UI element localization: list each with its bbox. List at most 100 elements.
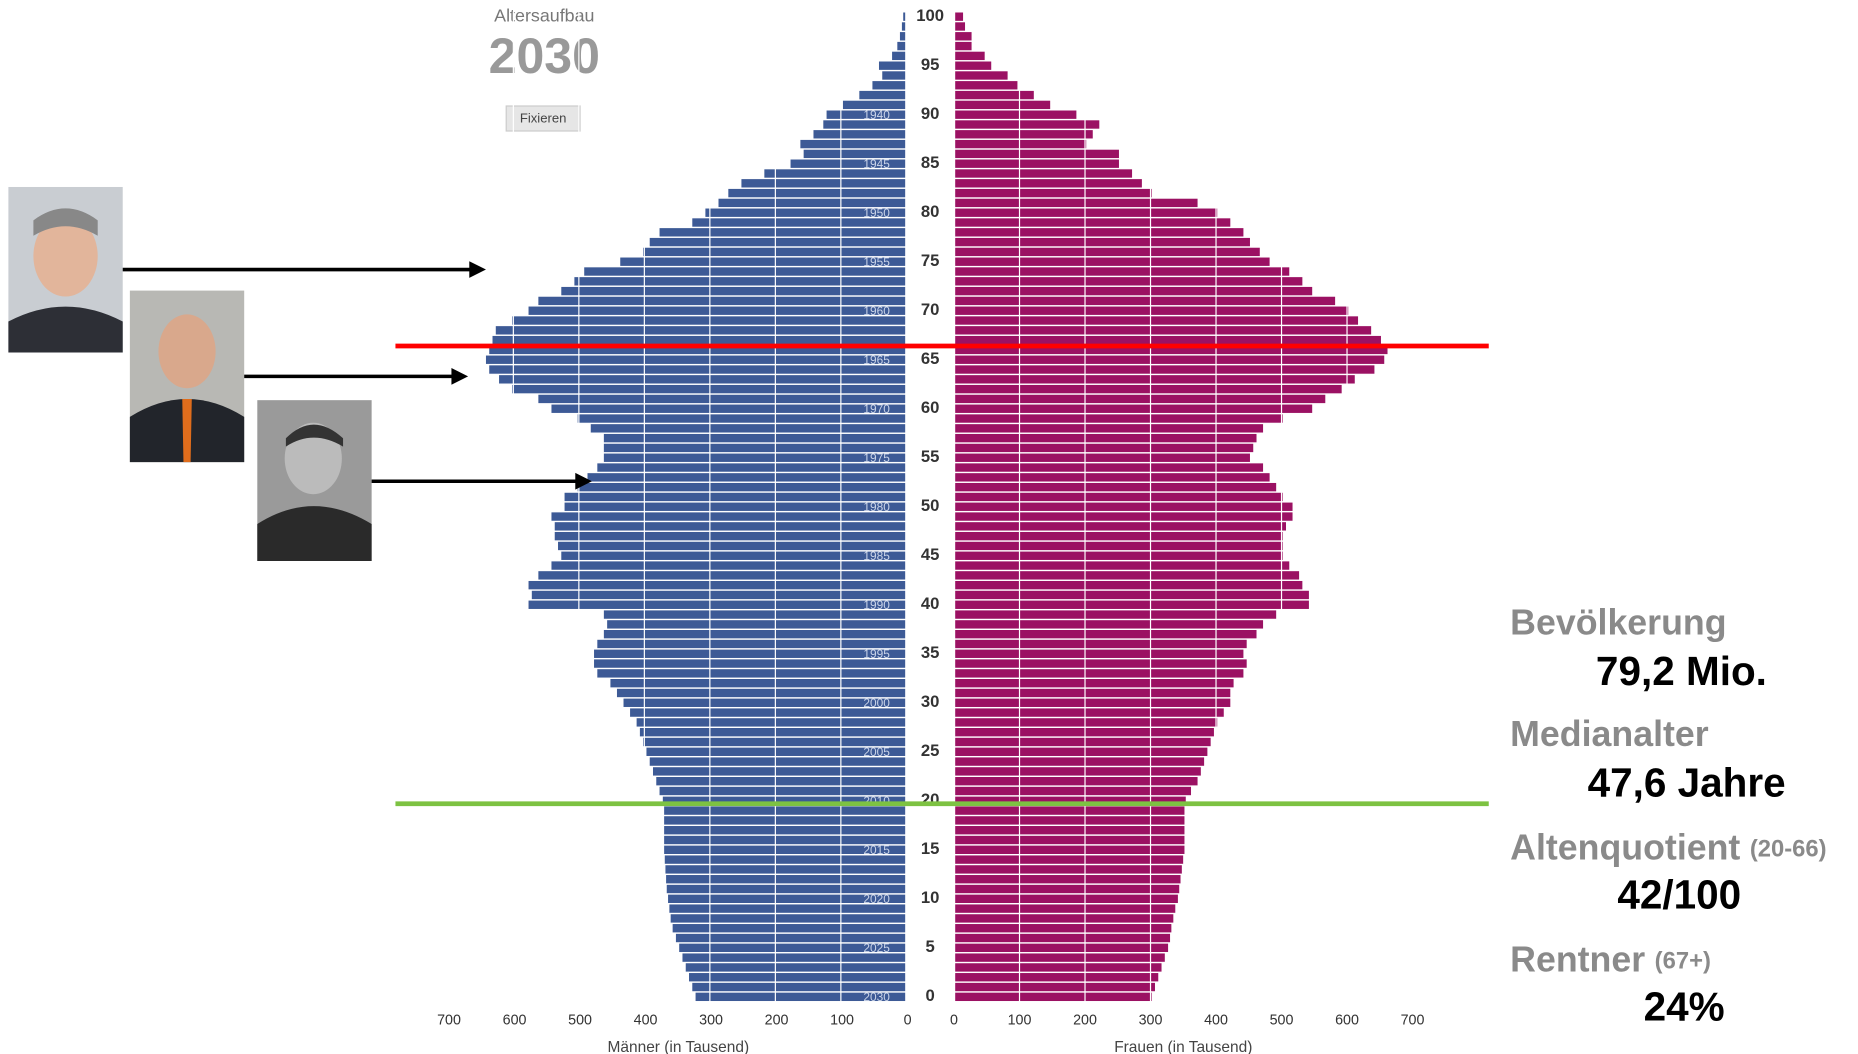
bar	[955, 149, 1119, 159]
bar	[584, 267, 906, 276]
x-tick-label: 600	[1335, 1012, 1359, 1028]
stat-label: Rentner (67+)	[1510, 940, 1711, 980]
stat-value: 42/100	[1617, 872, 1741, 918]
x-tick-label: 200	[1073, 1012, 1097, 1028]
bar	[955, 982, 1155, 992]
cohort-label: 1960	[863, 304, 890, 318]
stat-label: Bevölkerung	[1510, 603, 1726, 643]
bar	[649, 237, 906, 247]
bar	[955, 796, 1186, 805]
bar	[955, 718, 1218, 727]
bar	[955, 51, 985, 61]
bar	[682, 953, 906, 962]
bar	[955, 894, 1178, 904]
bar	[564, 492, 906, 502]
bar	[692, 218, 906, 227]
bar	[955, 786, 1192, 796]
cohort-label: 2000	[863, 696, 890, 710]
x-tick-label: 700	[1401, 1012, 1425, 1028]
bar	[664, 826, 906, 835]
y-tick-label: 55	[921, 447, 940, 466]
x-tick-label: 200	[765, 1012, 789, 1028]
bar	[955, 375, 1355, 384]
bar	[955, 218, 1231, 227]
bar	[955, 365, 1375, 374]
bar	[955, 865, 1182, 874]
x-tick-label: 700	[437, 1012, 461, 1028]
y-tick-label: 85	[921, 153, 940, 172]
bar	[955, 502, 1293, 511]
bar	[955, 277, 1303, 286]
bar	[492, 335, 906, 345]
bar	[675, 933, 906, 943]
stat-value: 79,2 Mio.	[1596, 648, 1767, 694]
cohort-label: 2020	[863, 892, 890, 906]
bar	[616, 688, 906, 698]
button[interactable]	[505, 105, 581, 132]
bar	[955, 120, 1100, 129]
bar	[955, 629, 1257, 639]
bar	[955, 551, 1283, 560]
bar	[955, 257, 1270, 266]
bar	[955, 816, 1185, 825]
bar	[955, 943, 1169, 953]
button-label[interactable]: Fixieren	[520, 111, 567, 126]
bar	[859, 90, 906, 100]
bar	[955, 875, 1181, 884]
bar	[528, 580, 906, 590]
bar	[603, 433, 906, 443]
bar	[955, 90, 1034, 100]
bar	[955, 443, 1254, 453]
bar	[668, 894, 906, 904]
bar	[955, 159, 1119, 168]
bar	[551, 404, 906, 413]
bar	[695, 992, 906, 1002]
bar	[901, 22, 906, 31]
bar	[512, 384, 906, 394]
bar	[666, 875, 906, 884]
bar	[955, 610, 1277, 619]
bar	[955, 345, 1388, 355]
bar	[538, 394, 906, 404]
bar	[689, 973, 906, 982]
bar	[955, 561, 1290, 570]
bar	[955, 169, 1133, 178]
bar	[577, 414, 906, 423]
y-tick-label: 5	[926, 937, 935, 956]
bar	[955, 286, 1313, 296]
bar	[610, 678, 906, 688]
bar	[955, 649, 1244, 658]
bar	[790, 159, 906, 168]
cohort-label: 1985	[863, 549, 890, 563]
cohort-label: 1945	[863, 157, 890, 171]
bar	[594, 649, 906, 658]
bar	[955, 953, 1165, 962]
chart-year: 2030	[489, 28, 600, 84]
bar	[955, 453, 1250, 462]
bar	[652, 767, 906, 776]
cohort-label: 2015	[863, 843, 890, 857]
cohort-label: 1965	[863, 353, 890, 367]
bar	[603, 610, 906, 619]
bar	[955, 639, 1247, 649]
bar	[597, 639, 906, 649]
bar	[955, 924, 1172, 933]
bar	[826, 110, 906, 119]
bar	[955, 414, 1283, 423]
bar	[728, 188, 906, 198]
bar	[955, 433, 1257, 443]
bar	[800, 139, 906, 149]
bar	[603, 629, 906, 639]
y-tick-label: 75	[921, 251, 940, 270]
y-tick-label: 25	[921, 741, 940, 760]
bar	[764, 169, 906, 178]
bar	[955, 32, 972, 41]
bar	[607, 620, 906, 629]
bar	[528, 306, 906, 315]
bar	[955, 590, 1309, 600]
x-tick-label: 300	[699, 1012, 723, 1028]
bar	[531, 590, 906, 600]
x-tick-label: 500	[568, 1012, 592, 1028]
bar	[955, 22, 966, 31]
bar	[685, 963, 906, 972]
